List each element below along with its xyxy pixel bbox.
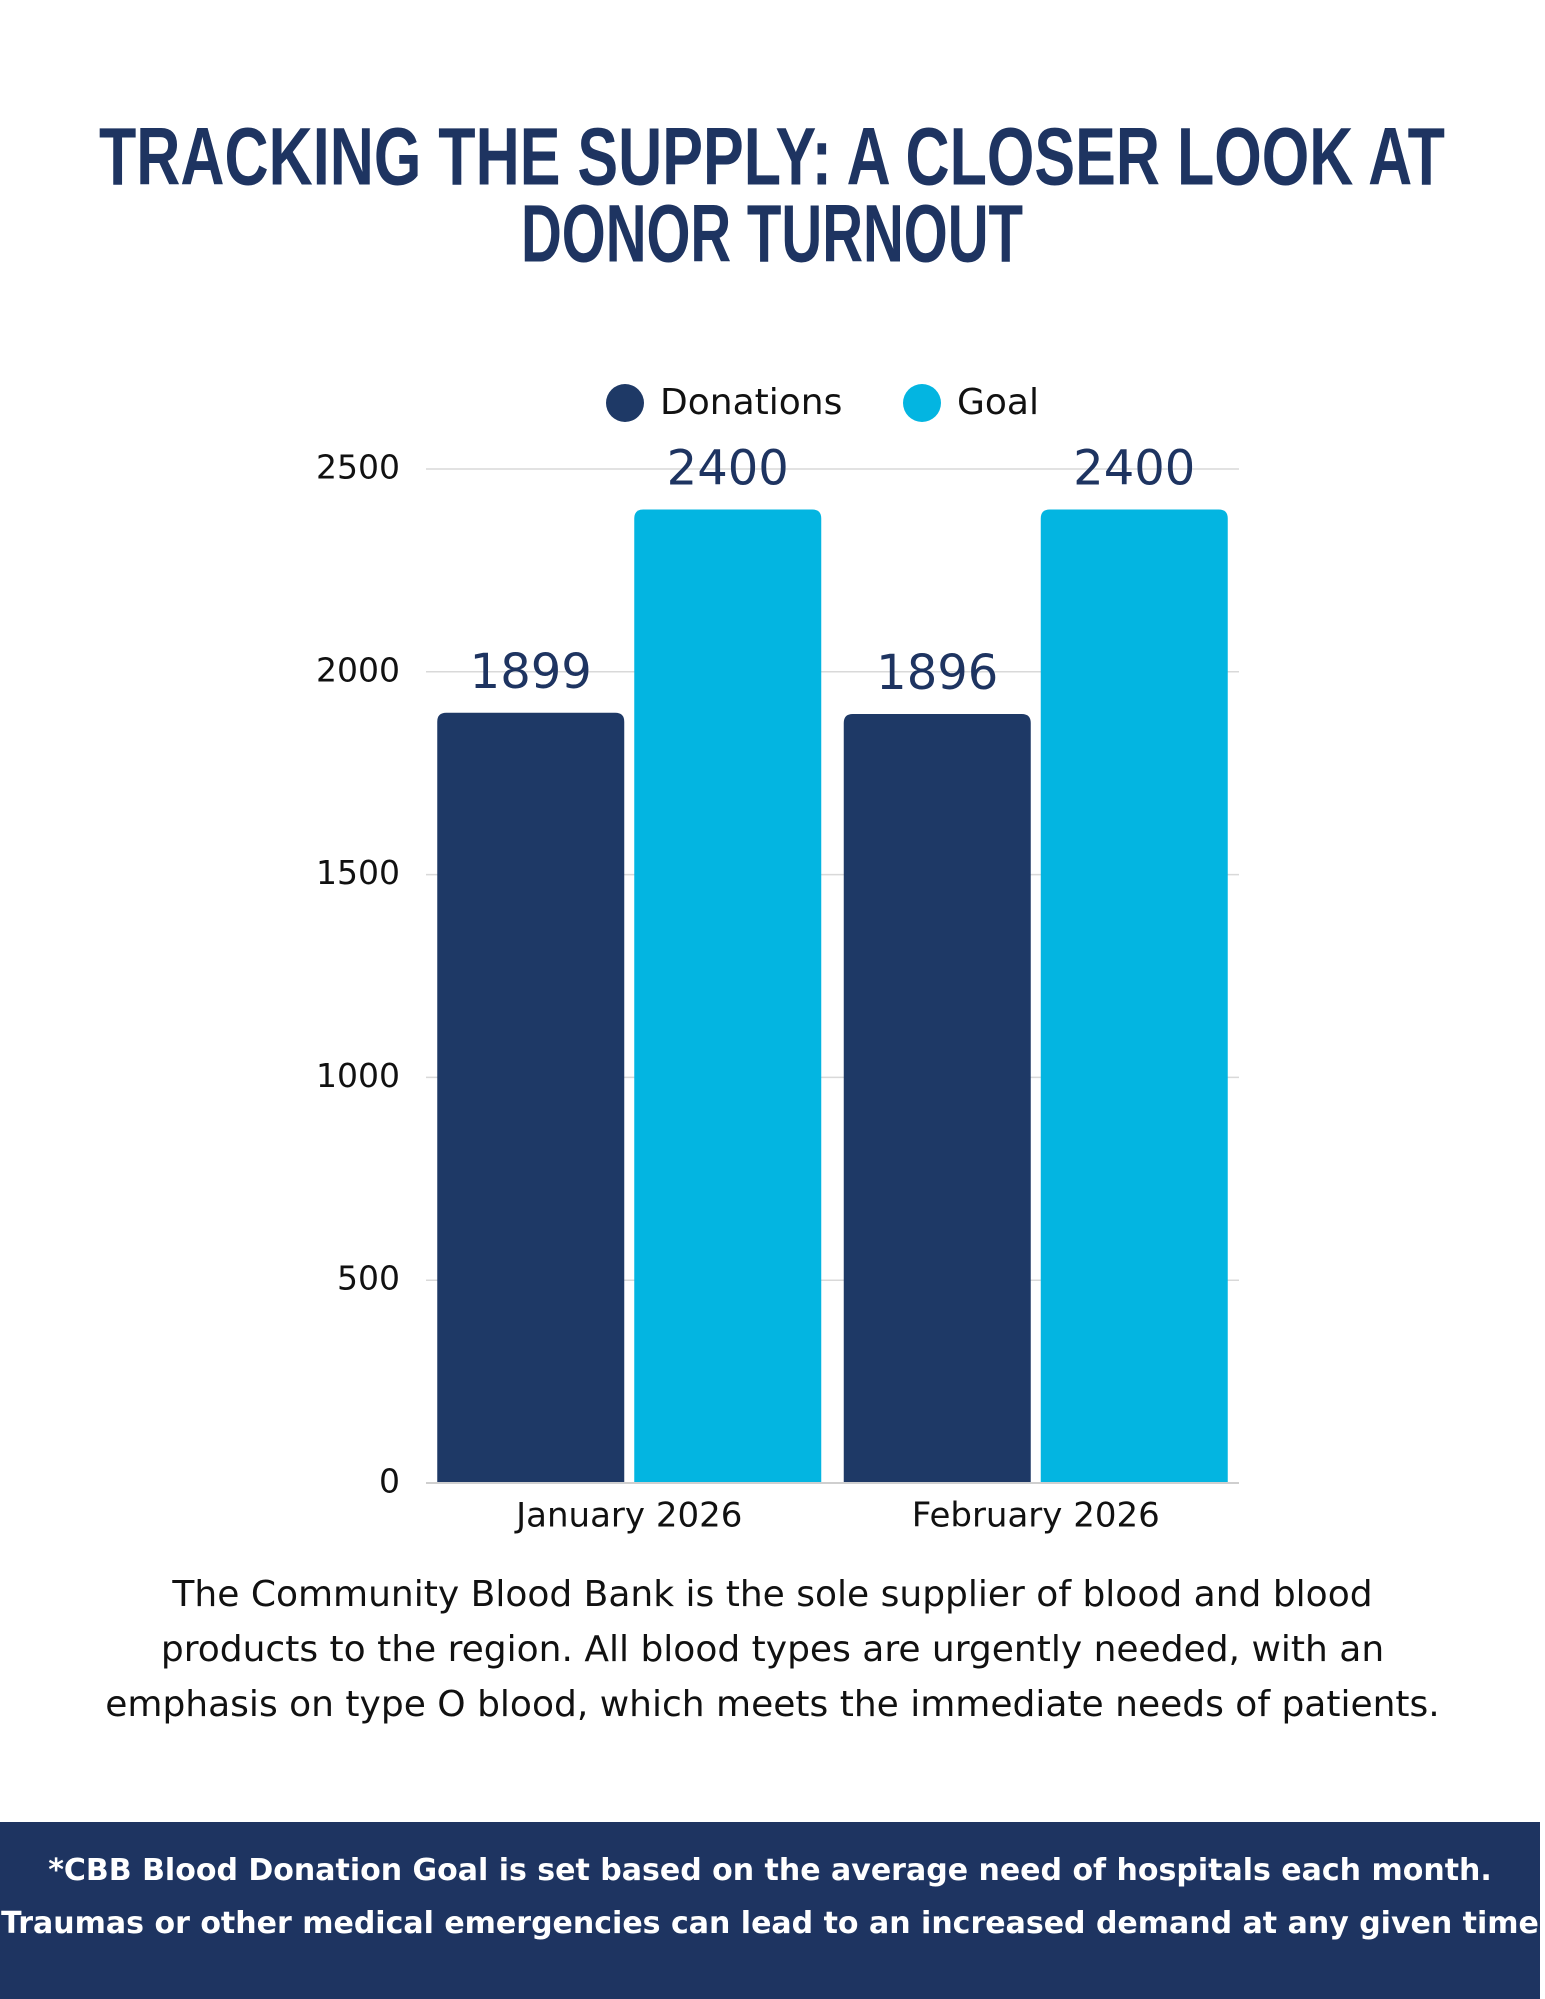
footer: *CBB Blood Donation Goal is set based on… <box>0 1822 1540 1999</box>
y-tick-label: 1500 <box>316 853 400 892</box>
legend-swatch <box>606 384 644 422</box>
value-label: 1899 <box>470 644 592 700</box>
y-tick-label: 2000 <box>316 650 400 689</box>
y-tick-label: 0 <box>379 1462 400 1501</box>
chart-title: DONOR TURNOUT <box>521 189 1023 280</box>
footer-line: Traumas or other medical emergencies can… <box>1 1906 1539 1941</box>
footer-line: *CBB Blood Donation Goal is set based on… <box>48 1853 1492 1888</box>
legend-label: Goal <box>957 382 1039 423</box>
y-tick-label: 1000 <box>316 1056 400 1095</box>
bar <box>437 712 625 1483</box>
bar <box>843 713 1031 1483</box>
x-tick-label: February 2026 <box>912 1496 1160 1536</box>
value-label: 1896 <box>876 645 998 701</box>
bar <box>634 509 822 1483</box>
legend-label: Donations <box>660 382 842 423</box>
y-tick-label: 2500 <box>316 448 400 487</box>
chart-title: TRACKING THE SUPPLY: A CLOSER LOOK AT <box>99 112 1445 203</box>
value-label: 2400 <box>1073 441 1195 497</box>
description: The Community Blood Bank is the sole sup… <box>105 1574 1440 1725</box>
value-label: 2400 <box>667 441 789 497</box>
legend-swatch <box>903 384 941 422</box>
bar <box>1040 509 1228 1483</box>
y-tick-label: 500 <box>337 1259 400 1298</box>
x-tick-label: January 2026 <box>514 1496 742 1536</box>
chart: TRACKING THE SUPPLY: A CLOSER LOOK AT DO… <box>99 112 1445 1536</box>
